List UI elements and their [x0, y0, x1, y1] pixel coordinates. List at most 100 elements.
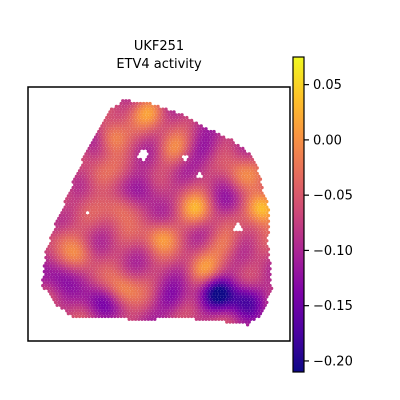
spot — [124, 160, 128, 165]
spot — [173, 152, 178, 156]
spot — [124, 199, 128, 204]
spot — [103, 180, 107, 184]
spot — [125, 275, 130, 279]
spot — [180, 269, 184, 274]
spot — [234, 281, 239, 285]
spot — [167, 135, 171, 139]
spot — [250, 230, 255, 235]
spot — [90, 225, 95, 229]
spot — [140, 199, 144, 204]
spot — [93, 253, 98, 257]
spot — [87, 292, 91, 296]
spot — [135, 281, 139, 285]
spot — [252, 194, 256, 198]
spot — [260, 230, 264, 235]
spot — [156, 272, 160, 277]
spot — [263, 219, 267, 223]
spot — [45, 275, 50, 279]
spot — [85, 188, 90, 193]
spot — [76, 211, 80, 215]
spot — [221, 247, 226, 251]
spot — [153, 233, 157, 237]
spot — [116, 303, 120, 307]
spot — [261, 194, 266, 198]
spot — [217, 183, 221, 187]
spot — [114, 311, 119, 316]
spot — [133, 177, 138, 181]
spot — [217, 278, 221, 282]
spot — [233, 261, 237, 265]
spot — [87, 269, 91, 274]
spot — [148, 208, 152, 212]
spot — [125, 129, 130, 134]
spot — [133, 272, 138, 277]
spot — [194, 278, 199, 282]
spot — [177, 118, 181, 123]
spot — [196, 230, 200, 235]
spot — [137, 244, 141, 249]
spot — [183, 169, 187, 173]
spot — [173, 208, 178, 212]
spot — [201, 171, 205, 176]
spot — [119, 208, 123, 212]
spot — [114, 250, 119, 254]
spot — [177, 169, 181, 173]
spot — [130, 311, 135, 316]
spot — [143, 115, 147, 120]
spot — [116, 124, 120, 128]
spot — [157, 197, 162, 201]
spot — [204, 267, 208, 271]
spot — [137, 311, 141, 316]
spot — [85, 267, 90, 271]
spot — [177, 286, 181, 291]
spot — [234, 146, 239, 151]
spot — [77, 241, 82, 246]
spot — [194, 261, 199, 265]
spot — [188, 227, 192, 232]
spot — [153, 199, 157, 204]
spot — [129, 174, 133, 179]
spot — [149, 115, 154, 120]
spot — [217, 244, 221, 249]
spot — [223, 149, 227, 153]
spot — [228, 320, 232, 324]
spot — [95, 188, 99, 193]
spot — [177, 213, 181, 218]
spot — [247, 269, 251, 274]
spot — [252, 166, 256, 170]
spot — [239, 272, 243, 277]
spot — [197, 155, 202, 159]
spot — [220, 183, 224, 187]
spot — [74, 286, 79, 291]
spot — [156, 143, 160, 148]
spot — [257, 309, 261, 313]
spot — [92, 171, 96, 176]
spot — [108, 177, 112, 181]
spot — [233, 267, 237, 271]
spot — [73, 205, 77, 209]
spot — [189, 185, 194, 190]
spot — [108, 261, 112, 265]
spot — [148, 202, 152, 207]
spot — [90, 269, 95, 274]
spot — [116, 219, 120, 223]
spot — [218, 157, 223, 162]
spot — [122, 213, 127, 218]
spot — [234, 202, 239, 207]
spot — [156, 250, 160, 254]
spot — [149, 149, 154, 153]
spot — [218, 292, 223, 296]
spot — [228, 225, 232, 229]
spot — [197, 239, 202, 243]
spot — [218, 208, 223, 212]
spot — [201, 222, 205, 226]
spot — [132, 185, 136, 190]
spot — [194, 233, 199, 237]
spot — [73, 233, 77, 237]
spot — [180, 236, 184, 240]
spot — [257, 230, 261, 235]
spot — [177, 185, 181, 190]
spot — [233, 155, 237, 159]
spot — [204, 188, 208, 193]
spot — [162, 127, 167, 131]
